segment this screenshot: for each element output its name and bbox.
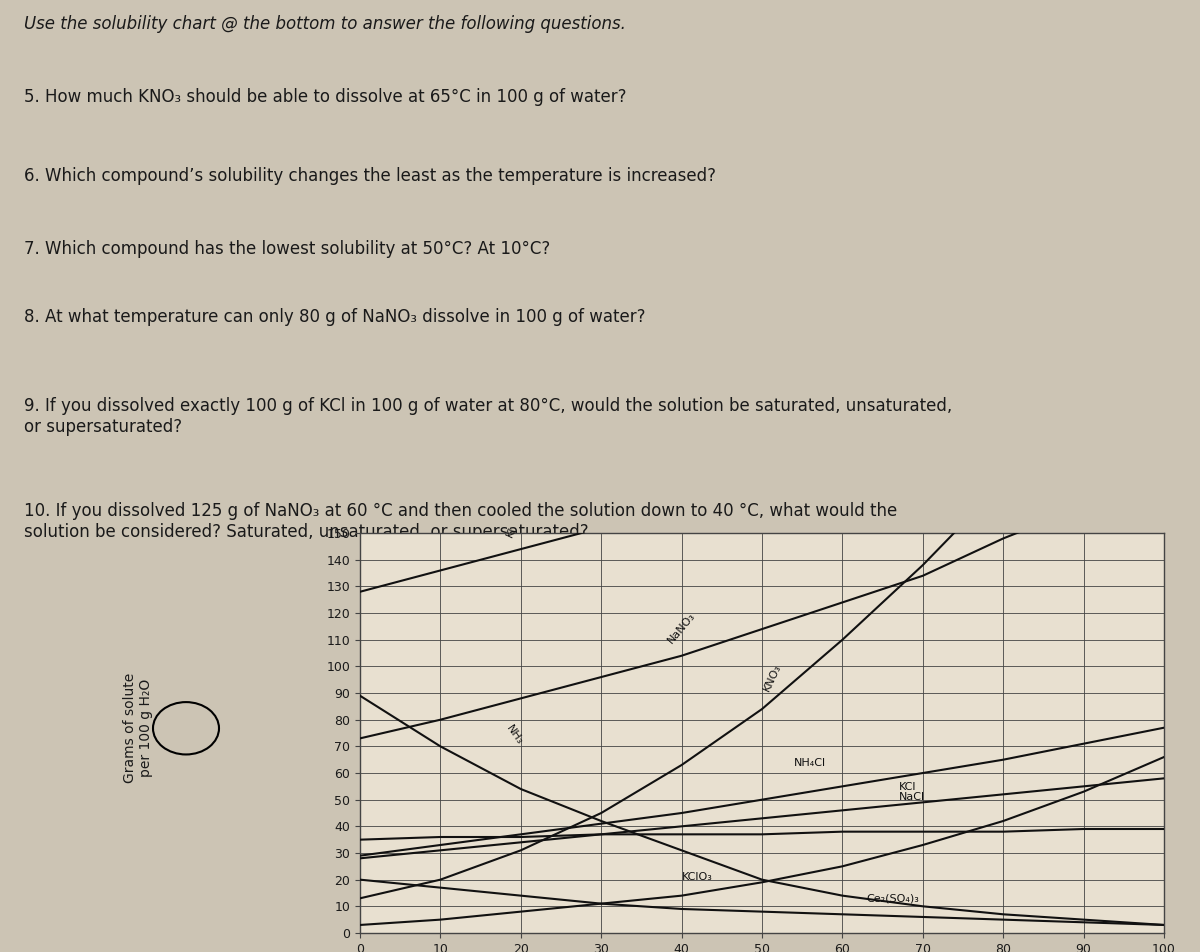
Text: NaNO₃: NaNO₃ <box>666 610 697 645</box>
Text: KClO₃: KClO₃ <box>682 872 713 883</box>
Text: KI: KI <box>505 525 518 539</box>
Text: NH₄Cl: NH₄Cl <box>794 758 827 767</box>
Text: 6. Which compound’s solubility changes the least as the temperature is increased: 6. Which compound’s solubility changes t… <box>24 167 716 185</box>
Text: 10. If you dissolved 125 g of NaNO₃ at 60 °C and then cooled the solution down t: 10. If you dissolved 125 g of NaNO₃ at 6… <box>24 502 898 541</box>
Text: NaCl: NaCl <box>899 792 925 803</box>
Text: Use the solubility chart @ the bottom to answer the following questions.: Use the solubility chart @ the bottom to… <box>24 14 625 32</box>
Text: 7. Which compound has the lowest solubility at 50°C? At 10°C?: 7. Which compound has the lowest solubil… <box>24 240 550 258</box>
Text: 8. At what temperature can only 80 g of NaNO₃ dissolve in 100 g of water?: 8. At what temperature can only 80 g of … <box>24 308 646 326</box>
Text: 9. If you dissolved exactly 100 g of KCl in 100 g of water at 80°C, would the so: 9. If you dissolved exactly 100 g of KCl… <box>24 397 952 436</box>
Text: NH₃: NH₃ <box>505 724 526 746</box>
Text: KCl: KCl <box>899 782 916 792</box>
Text: Grams of solute
per 100 g H₂O: Grams of solute per 100 g H₂O <box>122 673 154 783</box>
Text: Ce₂(SO₄)₃: Ce₂(SO₄)₃ <box>866 894 919 903</box>
Text: KNO₃: KNO₃ <box>762 663 784 693</box>
Text: 5. How much KNO₃ should be able to dissolve at 65°C in 100 g of water?: 5. How much KNO₃ should be able to disso… <box>24 89 626 106</box>
